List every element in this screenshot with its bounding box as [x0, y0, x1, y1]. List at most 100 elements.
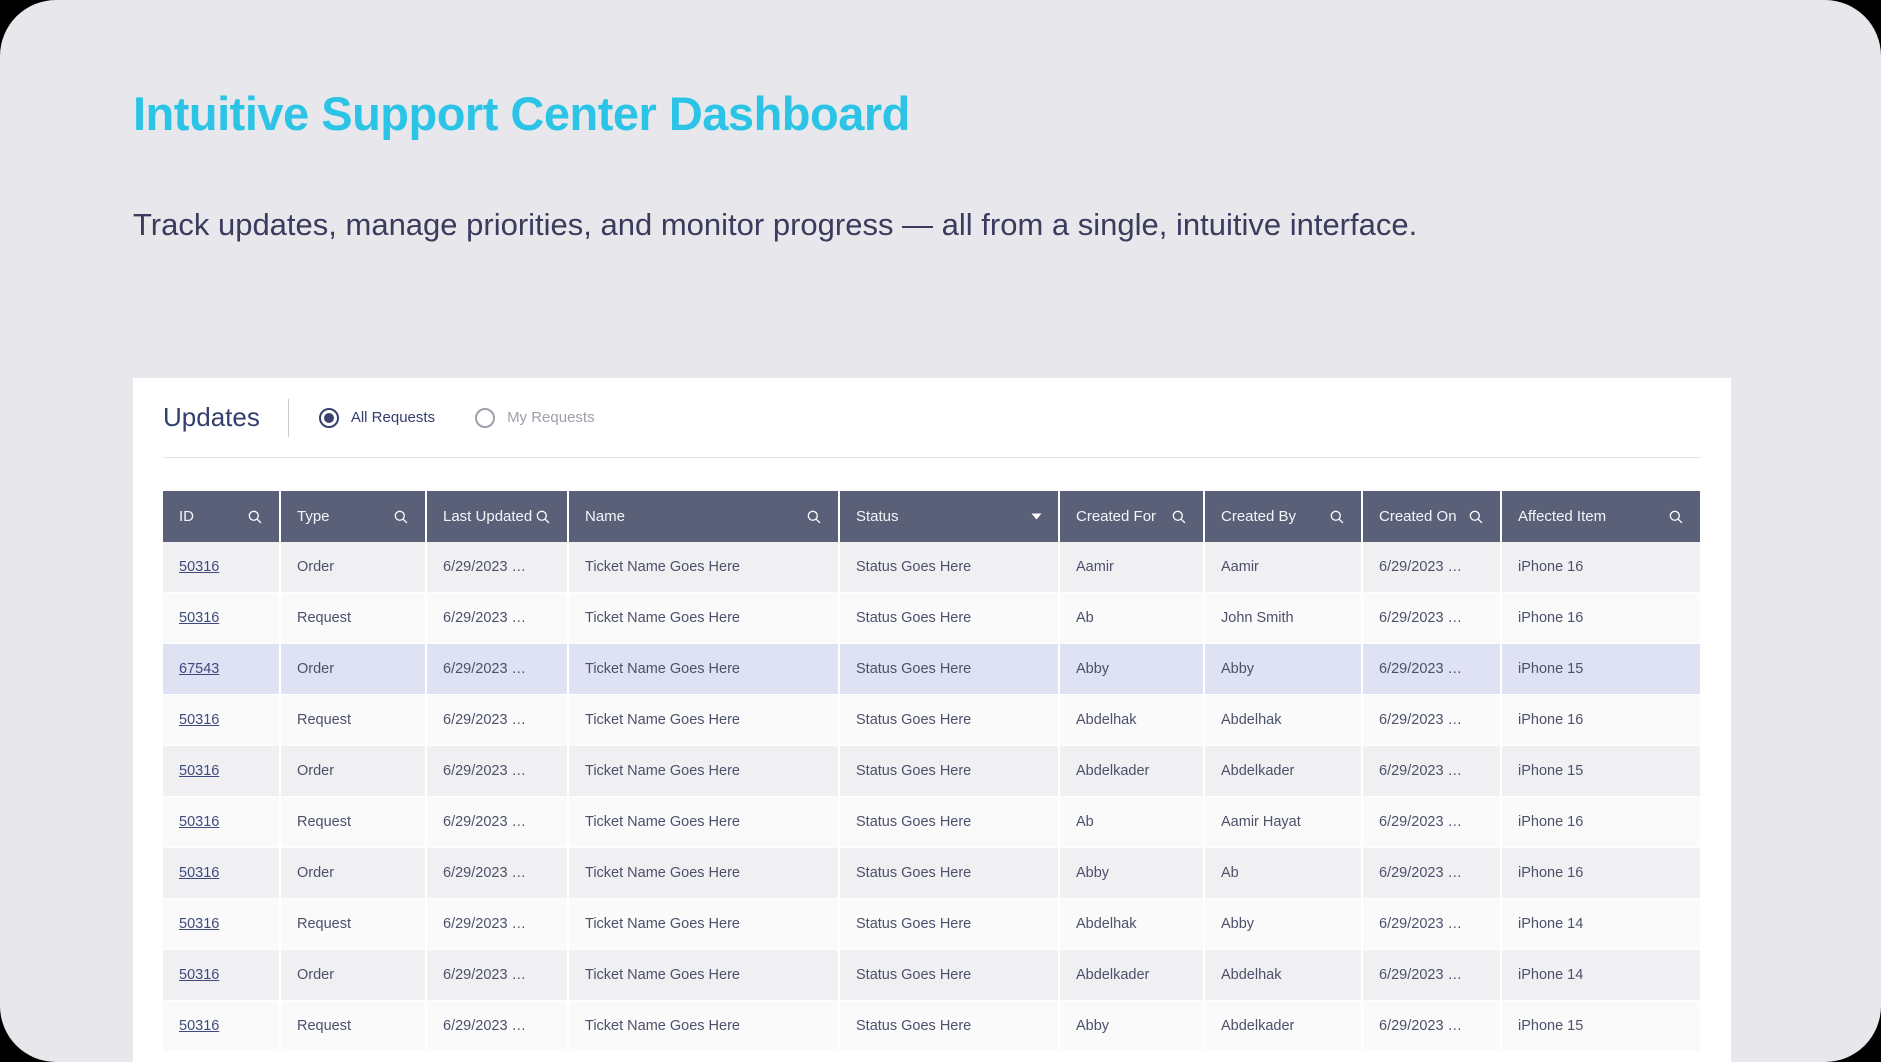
page-subtitle: Track updates, manage priorities, and mo… [133, 207, 1418, 242]
cell-id: 50316 [163, 1001, 281, 1051]
table-row[interactable]: 50316 Order 6/29/2023 … Ticket Name Goes He… [163, 950, 1701, 1001]
cell-id: 50316 [163, 899, 281, 949]
cell-name: Ticket Name Goes Here [569, 695, 840, 745]
column-header-id[interactable]: ID [163, 491, 281, 542]
column-header-created-on[interactable]: Created On [1363, 491, 1502, 542]
cell-last-updated: 6/29/2023 … [427, 542, 569, 592]
cell-created-for: Ab [1060, 797, 1205, 847]
dropdown-icon[interactable] [1031, 513, 1042, 520]
table-row[interactable]: 50316 Order 6/29/2023 … Ticket Name Goes He… [163, 746, 1701, 797]
table-row[interactable]: 50316 Request 6/29/2023 … Ticket Name Goes … [163, 593, 1701, 644]
column-header-created-by[interactable]: Created By [1205, 491, 1363, 542]
cell-last-updated: 6/29/2023 … [427, 848, 569, 898]
cell-last-updated: 6/29/2023 … [427, 746, 569, 796]
table-header-row: ID Type Last Updated Name Status Created For C… [163, 491, 1701, 542]
cell-created-on: 6/29/2023 … [1363, 950, 1502, 1000]
search-icon[interactable] [1668, 509, 1684, 525]
table-row[interactable]: 50316 Order 6/29/2023 … Ticket Name Goes He… [163, 542, 1701, 593]
column-header-type[interactable]: Type [281, 491, 427, 542]
cell-name: Ticket Name Goes Here [569, 1001, 840, 1051]
updates-panel: Updates All Requests My Requests ID Type La… [133, 378, 1731, 1062]
cell-created-on: 6/29/2023 … [1363, 644, 1502, 694]
ticket-id-link[interactable]: 50316 [179, 712, 220, 728]
request-filter-group: All Requests My Requests [318, 407, 595, 428]
cell-id: 50316 [163, 593, 281, 643]
column-header-affected-item[interactable]: Affected Item [1502, 491, 1700, 542]
search-icon[interactable] [393, 509, 409, 525]
ticket-id-link[interactable]: 50316 [179, 967, 220, 983]
filter-label: My Requests [507, 409, 595, 426]
column-label: Type [297, 508, 330, 525]
cell-name: Ticket Name Goes Here [569, 899, 840, 949]
column-label: Name [585, 508, 626, 525]
ticket-id-link[interactable]: 50316 [179, 559, 220, 575]
cell-created-on: 6/29/2023 … [1363, 542, 1502, 592]
cell-id: 50316 [163, 542, 281, 592]
cell-type: Order [281, 542, 427, 592]
cell-created-on: 6/29/2023 … [1363, 848, 1502, 898]
table-row[interactable]: 50316 Request 6/29/2023 … Ticket Name Goes … [163, 1001, 1701, 1052]
cell-created-by: Abdelhak [1205, 695, 1363, 745]
cell-created-for: Abdelkader [1060, 950, 1205, 1000]
table-row[interactable]: 50316 Request 6/29/2023 … Ticket Name Goes … [163, 695, 1701, 746]
search-icon[interactable] [1171, 509, 1187, 525]
cell-created-by: John Smith [1205, 593, 1363, 643]
cell-name: Ticket Name Goes Here [569, 848, 840, 898]
search-icon[interactable] [535, 509, 551, 525]
cell-id: 67543 [163, 644, 281, 694]
ticket-id-link[interactable]: 50316 [179, 1018, 220, 1034]
cell-affected-item: iPhone 14 [1502, 899, 1700, 949]
cell-created-for: Ab [1060, 593, 1205, 643]
column-header-status[interactable]: Status [840, 491, 1060, 542]
radio-my-requests[interactable]: My Requests [475, 407, 595, 428]
cell-created-on: 6/29/2023 … [1363, 746, 1502, 796]
ticket-id-link[interactable]: 50316 [179, 814, 220, 830]
table-row[interactable]: 50316 Order 6/29/2023 … Ticket Name Goes He… [163, 848, 1701, 899]
cell-created-by: Ab [1205, 848, 1363, 898]
ticket-id-link[interactable]: 50316 [179, 763, 220, 779]
cell-last-updated: 6/29/2023 … [427, 593, 569, 643]
cell-status: Status Goes Here [840, 1001, 1060, 1051]
column-header-last-updated[interactable]: Last Updated [427, 491, 569, 542]
search-icon[interactable] [806, 509, 822, 525]
cell-created-for: Aamir [1060, 542, 1205, 592]
cell-last-updated: 6/29/2023 … [427, 950, 569, 1000]
ticket-id-link[interactable]: 67543 [179, 661, 220, 677]
column-label: Created On [1379, 508, 1457, 525]
column-label: Last Updated [443, 508, 533, 525]
cell-type: Request [281, 593, 427, 643]
column-header-created-for[interactable]: Created For [1060, 491, 1205, 542]
search-icon[interactable] [1468, 509, 1484, 525]
ticket-id-link[interactable]: 50316 [179, 610, 220, 626]
cell-type: Order [281, 644, 427, 694]
cell-status: Status Goes Here [840, 644, 1060, 694]
column-label: Created For [1076, 508, 1157, 525]
cell-type: Request [281, 1001, 427, 1051]
cell-type: Request [281, 695, 427, 745]
cell-created-by: Abdelkader [1205, 1001, 1363, 1051]
cell-status: Status Goes Here [840, 746, 1060, 796]
search-icon[interactable] [1329, 509, 1345, 525]
cell-last-updated: 6/29/2023 … [427, 695, 569, 745]
cell-created-on: 6/29/2023 … [1363, 899, 1502, 949]
table-row[interactable]: 50316 Request 6/29/2023 … Ticket Name Goes … [163, 899, 1701, 950]
cell-created-by: Aamir [1205, 542, 1363, 592]
column-header-name[interactable]: Name [569, 491, 840, 542]
radio-all-requests[interactable]: All Requests [318, 407, 435, 428]
ticket-id-link[interactable]: 50316 [179, 916, 220, 932]
cell-name: Ticket Name Goes Here [569, 797, 840, 847]
cell-affected-item: iPhone 16 [1502, 797, 1700, 847]
cell-affected-item: iPhone 15 [1502, 1001, 1700, 1051]
cell-last-updated: 6/29/2023 … [427, 1001, 569, 1051]
ticket-id-link[interactable]: 50316 [179, 865, 220, 881]
cell-id: 50316 [163, 950, 281, 1000]
cell-affected-item: iPhone 15 [1502, 644, 1700, 694]
search-icon[interactable] [247, 509, 263, 525]
cell-id: 50316 [163, 797, 281, 847]
cell-affected-item: iPhone 16 [1502, 695, 1700, 745]
table-row[interactable]: 50316 Request 6/29/2023 … Ticket Name Goes … [163, 797, 1701, 848]
cell-affected-item: iPhone 16 [1502, 542, 1700, 592]
cell-status: Status Goes Here [840, 797, 1060, 847]
table-row[interactable]: 67543 Order 6/29/2023 … Ticket Name Goes He… [163, 644, 1701, 695]
